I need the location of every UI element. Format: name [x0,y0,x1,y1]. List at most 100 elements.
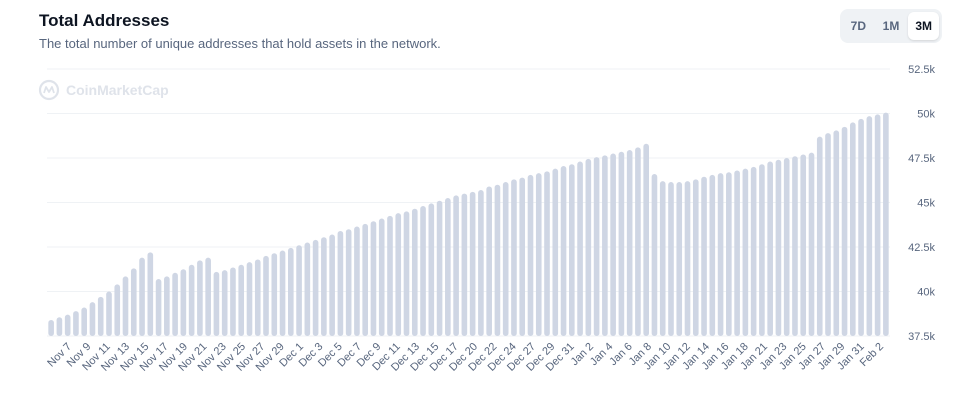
data-bar[interactable] [122,276,129,336]
data-bar[interactable] [816,136,823,336]
data-bar[interactable] [238,264,245,336]
data-bar[interactable] [676,182,683,336]
data-bar[interactable] [230,267,236,336]
data-bar[interactable] [569,164,575,336]
data-bar[interactable] [114,284,121,336]
data-bar[interactable] [453,195,459,336]
data-bar[interactable] [577,161,583,336]
data-bar[interactable] [825,133,831,336]
data-bar[interactable] [643,143,649,336]
data-bar[interactable] [139,257,145,336]
data-bar[interactable] [73,311,79,336]
data-bar[interactable] [610,153,616,336]
range-1m-button[interactable]: 1M [876,12,907,40]
data-bar[interactable] [701,176,707,336]
data-bar[interactable] [221,270,228,336]
data-bar[interactable] [494,184,501,336]
data-bar[interactable] [527,174,534,336]
data-bar[interactable] [445,198,451,336]
data-bar[interactable] [378,218,385,336]
data-bar[interactable] [81,307,87,336]
data-bar[interactable] [560,166,567,336]
data-bar[interactable] [395,213,402,336]
data-bar[interactable] [659,181,666,336]
data-bar[interactable] [354,226,360,336]
data-bar[interactable] [883,112,889,336]
data-bar[interactable] [387,215,393,336]
data-bar[interactable] [692,179,699,336]
data-bar[interactable] [775,159,782,336]
data-bar[interactable] [254,259,261,336]
data-bar[interactable] [618,151,625,336]
data-bar[interactable] [626,149,633,336]
data-bar[interactable] [428,203,435,336]
data-bar[interactable] [288,247,294,336]
range-3m-button[interactable]: 3M [908,12,940,40]
data-bar[interactable] [602,155,608,336]
data-bar[interactable] [833,130,840,336]
data-bar[interactable] [321,237,327,336]
data-bar[interactable] [197,260,203,336]
data-bar[interactable] [106,291,112,337]
data-bar[interactable] [188,264,195,336]
data-bar[interactable] [461,193,468,336]
data-bar[interactable] [164,276,170,336]
data-bar[interactable] [717,173,724,336]
data-bar[interactable] [850,122,856,337]
data-bar[interactable] [486,186,492,336]
data-bar[interactable] [97,296,104,336]
data-bar[interactable] [205,257,211,336]
data-bar[interactable] [651,174,658,336]
data-bar[interactable] [502,182,509,336]
data-bar[interactable] [147,252,154,336]
data-bar[interactable] [263,255,269,336]
data-bar[interactable] [403,211,410,336]
data-bar[interactable] [271,253,278,336]
data-bar[interactable] [329,234,335,336]
data-bar[interactable] [64,314,71,336]
data-bar[interactable] [858,118,864,336]
data-bar[interactable] [172,272,178,336]
data-bar[interactable] [420,206,426,336]
data-bar[interactable] [750,166,757,336]
data-bar[interactable] [709,174,716,336]
data-bar[interactable] [478,190,484,336]
data-bar[interactable] [296,245,302,336]
data-bar[interactable] [742,168,749,336]
data-bar[interactable] [511,179,517,336]
data-bar[interactable] [180,269,187,336]
data-bar[interactable] [635,147,641,336]
data-bar[interactable] [874,114,881,336]
data-bar[interactable] [792,156,798,336]
data-bar[interactable] [337,230,344,336]
data-bar[interactable] [48,319,54,336]
data-bar[interactable] [734,170,740,336]
data-bar[interactable] [767,161,773,336]
data-bar[interactable] [279,250,286,336]
data-bar[interactable] [362,223,368,336]
data-bar[interactable] [593,157,600,336]
data-bar[interactable] [213,271,220,336]
data-bar[interactable] [370,221,377,336]
data-bar[interactable] [544,171,550,336]
data-bar[interactable] [668,182,674,336]
data-bar[interactable] [56,317,63,336]
data-bar[interactable] [345,229,352,336]
data-bar[interactable] [519,177,526,336]
data-bar[interactable] [155,279,162,336]
data-bar[interactable] [312,239,319,336]
data-bar[interactable] [800,154,807,336]
data-bar[interactable] [552,168,559,336]
data-bar[interactable] [130,268,137,336]
data-bar[interactable] [304,242,311,336]
data-bar[interactable] [759,164,765,336]
data-bar[interactable] [684,181,691,336]
data-bar[interactable] [866,116,873,336]
data-bar[interactable] [535,173,542,336]
data-bar[interactable] [411,208,418,336]
data-bar[interactable] [246,262,253,336]
data-bar[interactable] [585,158,592,336]
data-bar[interactable] [89,302,96,336]
data-bar[interactable] [808,152,815,336]
data-bar[interactable] [436,200,443,336]
